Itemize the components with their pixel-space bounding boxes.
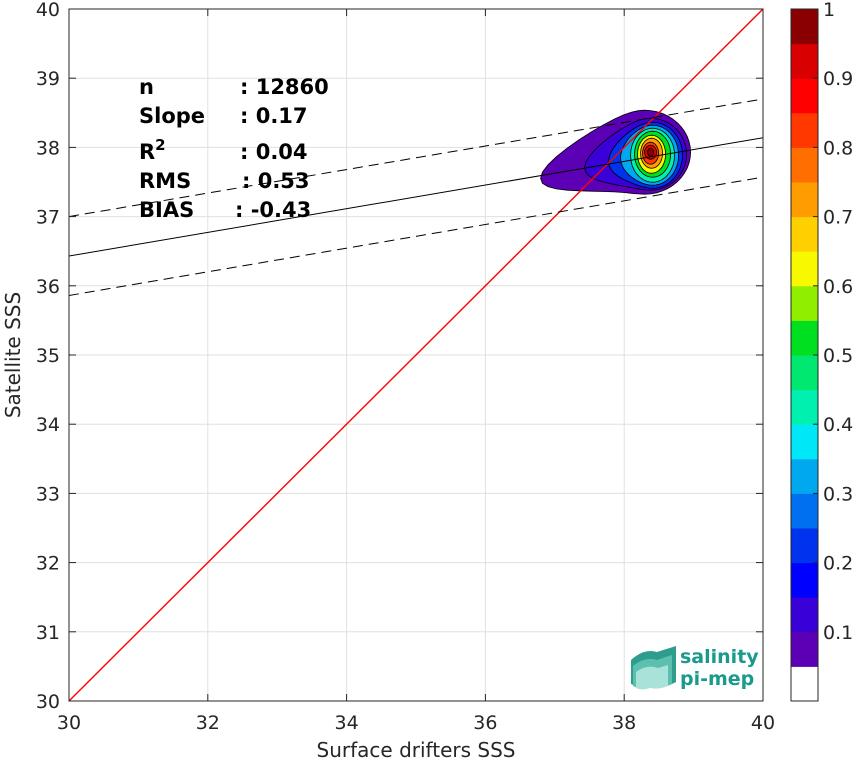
colorbar-segment — [791, 216, 818, 252]
colorbar: 0.1 0.2 0.3 0.4 0.5 0.6 0.7 0.8 0.9 1 — [790, 0, 853, 702]
colorbar-segment — [791, 597, 818, 633]
colorbar-tick-label: 0.8 — [823, 137, 853, 159]
x-tick-label: 30 — [57, 712, 81, 734]
stat-label: n — [139, 75, 154, 99]
colorbar-tick-label: 0.4 — [823, 414, 853, 436]
stat-label: RMS — [139, 169, 191, 193]
colorbar-segment — [791, 43, 818, 79]
fit-line — [69, 137, 763, 257]
density-contour-level — [647, 147, 655, 157]
y-tick-label: 30 — [36, 691, 60, 713]
identity-line — [69, 9, 763, 701]
x-axis-label: Surface drifters SSS — [317, 738, 516, 762]
stat-value: : 0.17 — [240, 104, 308, 128]
colorbar-segment — [791, 631, 818, 667]
colorbar-segment — [791, 458, 818, 494]
colorbar-tick-label: 0.3 — [823, 483, 853, 505]
stat-value: : 0.53 — [242, 169, 310, 193]
colorbar-segment — [791, 9, 818, 45]
colorbar-segment — [791, 112, 818, 148]
logo-wave-icon — [631, 646, 676, 690]
colorbar-segment — [791, 251, 818, 287]
y-tick-label: 35 — [36, 345, 60, 367]
colorbar-tick-label: 0.6 — [823, 276, 853, 298]
stat-value: : 12860 — [240, 75, 329, 99]
x-tick-label: 38 — [612, 712, 636, 734]
stat-label: R2 — [139, 136, 166, 164]
y-tick-label: 34 — [36, 414, 60, 436]
y-tick-label: 36 — [36, 276, 60, 298]
y-tick-label: 38 — [36, 137, 60, 159]
colorbar-tick-label: 0.9 — [823, 68, 853, 90]
fit-bound-line — [69, 176, 763, 296]
logo-line-2: pi-mep — [680, 668, 754, 690]
logo-line-1: salinity — [680, 646, 759, 668]
colorbar-tick-label: 0.5 — [823, 345, 853, 367]
colorbar-segment — [791, 147, 818, 183]
y-tick-label: 32 — [36, 553, 60, 575]
colorbar-tick-label: 0.7 — [823, 207, 853, 229]
y-tick-label: 40 — [36, 0, 60, 21]
colorbar-segment — [791, 78, 818, 114]
colorbar-tick-label: 0.1 — [823, 622, 853, 644]
density-contours — [540, 109, 692, 195]
colorbar-segment — [791, 424, 818, 460]
axis-ticks: 30 32 34 36 38 40 30 31 32 33 34 35 36 37 38 39 40 — [36, 0, 775, 734]
stats-annotation: n : 12860 Slope : 0.17 R2 : 0.04 RMS : 0.53 BIAS… — [139, 75, 329, 222]
salinity-pi-mep-logo: salinity pi-mep — [631, 646, 759, 690]
colorbar-segment — [791, 182, 818, 218]
colorbar-tick-label: 0.2 — [823, 553, 853, 575]
colorbar-segment — [791, 493, 818, 529]
stat-value: : -0.43 — [235, 198, 311, 222]
colorbar-segment — [791, 389, 818, 425]
stat-label: Slope — [139, 104, 205, 128]
colorbar-segment — [791, 355, 818, 391]
y-tick-label: 31 — [36, 622, 60, 644]
fit-bound-line — [69, 98, 763, 218]
x-tick-label: 36 — [473, 712, 497, 734]
colorbar-tick-label: 1 — [823, 0, 835, 21]
x-tick-label: 32 — [196, 712, 220, 734]
colorbar-segment — [791, 528, 818, 564]
x-tick-label: 40 — [751, 712, 775, 734]
x-tick-label: 34 — [335, 712, 359, 734]
colorbar-segment — [791, 562, 818, 598]
colorbar-segment — [791, 320, 818, 356]
y-tick-label: 37 — [36, 207, 60, 229]
stat-value: : 0.04 — [240, 140, 308, 164]
colorbar-segment — [791, 285, 818, 321]
y-tick-label: 33 — [36, 483, 60, 505]
y-axis-label: Satellite SSS — [1, 292, 25, 418]
y-tick-label: 39 — [36, 68, 60, 90]
stat-label: BIAS — [139, 198, 194, 222]
regression-lines — [69, 9, 763, 701]
colorbar-segment — [791, 666, 818, 702]
